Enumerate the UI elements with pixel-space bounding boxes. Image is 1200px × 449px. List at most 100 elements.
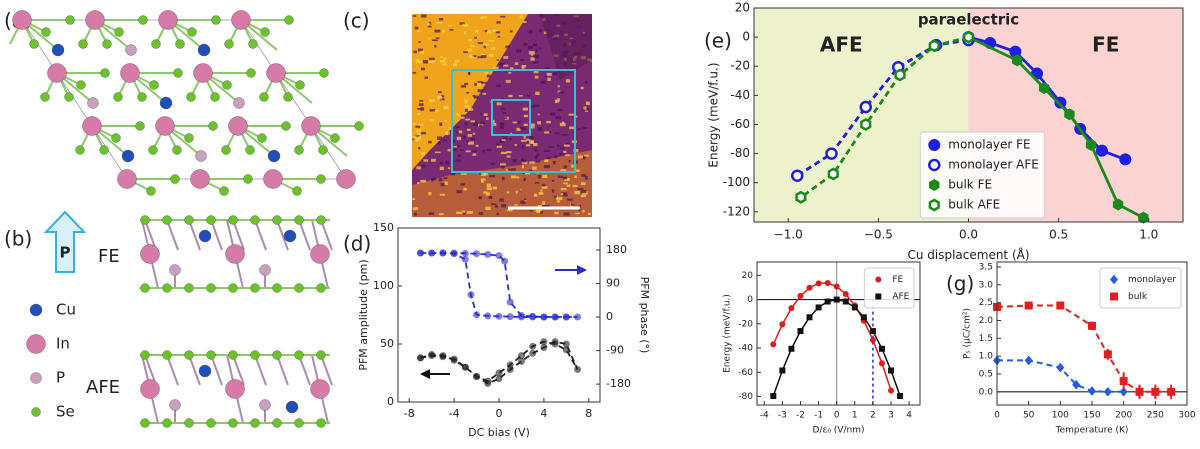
image-texture bbox=[473, 95, 479, 99]
atom bbox=[259, 399, 271, 411]
atom bbox=[272, 418, 282, 428]
image-texture bbox=[577, 155, 583, 159]
atom bbox=[266, 63, 286, 83]
image-texture bbox=[467, 134, 472, 137]
atom bbox=[190, 169, 210, 189]
image-texture bbox=[536, 210, 542, 214]
atom bbox=[186, 92, 196, 102]
image-texture bbox=[524, 172, 531, 175]
image-texture bbox=[421, 14, 427, 18]
marker bbox=[540, 338, 548, 346]
image-texture bbox=[522, 21, 527, 23]
image-texture bbox=[472, 123, 479, 126]
image-texture bbox=[552, 72, 558, 76]
image-texture bbox=[563, 212, 570, 216]
image-texture bbox=[577, 128, 582, 131]
marker bbox=[815, 304, 822, 311]
marker bbox=[450, 356, 458, 364]
atom bbox=[228, 350, 238, 360]
x-tick-label: -3 bbox=[778, 411, 787, 421]
atom bbox=[295, 80, 305, 90]
atom bbox=[197, 43, 211, 57]
image-texture bbox=[447, 167, 451, 170]
atom bbox=[206, 350, 216, 360]
image-texture bbox=[556, 197, 563, 200]
bond bbox=[144, 354, 157, 386]
image-texture bbox=[464, 105, 471, 108]
image-texture bbox=[466, 140, 469, 143]
x-tick-label: 0.0 bbox=[959, 228, 978, 242]
image-texture bbox=[516, 176, 520, 179]
image-texture bbox=[521, 65, 527, 68]
image-texture bbox=[428, 37, 431, 40]
image-texture bbox=[521, 145, 524, 149]
atom bbox=[228, 283, 238, 293]
atom bbox=[206, 418, 216, 428]
image-texture bbox=[534, 182, 540, 184]
image-texture bbox=[512, 159, 517, 163]
image-texture bbox=[488, 195, 493, 199]
atom bbox=[184, 133, 194, 143]
image-texture bbox=[523, 42, 528, 46]
image-texture bbox=[439, 193, 446, 196]
marker bbox=[574, 313, 582, 321]
image-texture bbox=[439, 161, 444, 165]
image-texture bbox=[528, 51, 535, 55]
marker bbox=[1056, 301, 1065, 310]
x-tick-label: 0.5 bbox=[1049, 228, 1068, 242]
image-texture bbox=[495, 31, 500, 34]
atom bbox=[31, 407, 41, 417]
marker bbox=[860, 314, 867, 321]
bond bbox=[298, 219, 311, 251]
image-texture bbox=[412, 15, 417, 17]
atom bbox=[75, 145, 85, 155]
legend-label: AFE bbox=[892, 292, 909, 302]
image-texture bbox=[523, 177, 526, 182]
marker bbox=[1009, 45, 1022, 58]
atom bbox=[316, 418, 326, 428]
image-texture bbox=[566, 198, 573, 201]
image-texture bbox=[462, 23, 468, 27]
x-tick-label: 0 bbox=[834, 411, 840, 421]
atom bbox=[219, 186, 229, 196]
image-texture bbox=[474, 82, 478, 86]
phase-label: FE bbox=[98, 246, 120, 267]
image-texture bbox=[534, 75, 539, 79]
image-texture bbox=[508, 71, 512, 74]
image-texture bbox=[523, 135, 526, 139]
image-texture bbox=[536, 172, 539, 174]
image-texture bbox=[414, 138, 419, 142]
image-texture bbox=[491, 203, 497, 206]
x-tick-label: 1 bbox=[852, 411, 858, 421]
marker bbox=[428, 249, 436, 257]
image-texture bbox=[424, 76, 428, 79]
image-texture bbox=[481, 53, 485, 56]
image-texture bbox=[556, 144, 560, 147]
image-texture bbox=[427, 25, 432, 28]
image-domain bbox=[540, 14, 592, 80]
image-texture bbox=[468, 72, 471, 76]
image-texture bbox=[414, 212, 417, 216]
image-texture bbox=[541, 184, 546, 187]
image-texture bbox=[429, 60, 434, 64]
image-texture bbox=[417, 107, 422, 110]
atom bbox=[184, 418, 194, 428]
image-texture bbox=[480, 81, 487, 84]
image-texture bbox=[417, 136, 421, 140]
atom bbox=[318, 145, 328, 155]
image-texture bbox=[480, 178, 486, 181]
image-texture bbox=[538, 47, 542, 50]
image-texture bbox=[443, 139, 447, 142]
marker bbox=[1011, 54, 1023, 67]
image-texture bbox=[533, 142, 538, 147]
image-texture bbox=[559, 122, 566, 127]
atom bbox=[257, 133, 267, 143]
marker bbox=[851, 304, 858, 311]
image-texture bbox=[504, 117, 508, 119]
atom bbox=[40, 92, 50, 102]
image-texture bbox=[540, 211, 543, 214]
image-texture bbox=[483, 44, 486, 49]
atom bbox=[170, 174, 180, 184]
atom bbox=[198, 229, 212, 243]
bond bbox=[188, 219, 201, 251]
